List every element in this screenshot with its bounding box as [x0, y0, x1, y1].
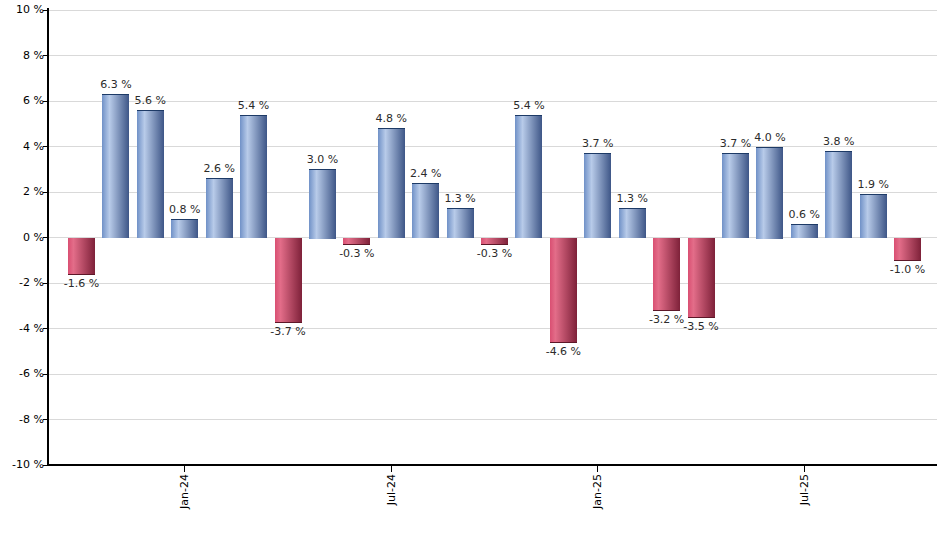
bar-positive: [171, 219, 198, 238]
bar-negative: [894, 238, 921, 262]
bar-positive: [756, 147, 783, 239]
y-axis-tick-label: -10 %: [0, 458, 44, 472]
x-axis-tick-label: Jul-24: [386, 474, 397, 505]
bar-value-label: -0.3 %: [325, 247, 389, 260]
bar-value-label: 4.8 %: [359, 112, 423, 125]
y-axis-line: [47, 8, 49, 466]
bar-positive: [206, 178, 233, 238]
bar-value-label: 3.8 %: [807, 135, 871, 148]
bar-positive: [137, 110, 164, 238]
y-axis-tick-label: 6 %: [0, 94, 44, 108]
bar-positive: [825, 151, 852, 238]
bar-positive: [240, 115, 267, 239]
x-axis-tick-label: Jul-25: [799, 474, 810, 505]
y-axis-tick-label: 8 %: [0, 49, 44, 63]
y-axis-tick-label: 4 %: [0, 140, 44, 154]
bar-positive: [791, 224, 818, 239]
gridline: [48, 419, 937, 420]
y-axis-tick-label: 10 %: [0, 3, 44, 17]
bar-value-label: 3.7 %: [566, 137, 630, 150]
bar-value-label: 4.0 %: [738, 131, 802, 144]
y-axis-tick-label: 0 %: [0, 231, 44, 245]
bar-positive: [378, 128, 405, 238]
bar-negative: [653, 238, 680, 312]
bar-positive: [722, 153, 749, 238]
bar-positive: [515, 115, 542, 239]
x-axis-tick: [597, 465, 598, 472]
bar-value-label: -1.0 %: [876, 263, 940, 276]
gridline: [48, 328, 937, 329]
y-axis-tick-label: -2 %: [0, 276, 44, 290]
y-axis-tick-label: -6 %: [0, 367, 44, 381]
gridline: [48, 192, 937, 193]
bar-negative: [481, 238, 508, 246]
bar-negative: [550, 238, 577, 344]
bar-negative: [275, 238, 302, 323]
bar-value-label: -3.7 %: [256, 325, 320, 338]
gridline: [48, 374, 937, 375]
bar-value-label: -1.6 %: [50, 277, 114, 290]
y-axis-tick-label: 2 %: [0, 185, 44, 199]
x-axis-tick-label: Jan-25: [592, 474, 603, 509]
bar-value-label: -0.3 %: [463, 247, 527, 260]
x-axis-tick-label: Jan-24: [179, 474, 190, 509]
bar-positive: [309, 169, 336, 238]
gridline: [48, 283, 937, 284]
x-axis-tick: [804, 465, 805, 472]
bar-positive: [619, 208, 646, 239]
bar-negative: [343, 238, 370, 246]
bar-value-label: -3.5 %: [669, 320, 733, 333]
bar-value-label: 6.3 %: [84, 78, 148, 91]
bar-value-label: 1.9 %: [841, 178, 905, 191]
bar-value-label: 3.0 %: [290, 153, 354, 166]
gridline: [48, 10, 937, 11]
bar-value-label: 2.4 %: [394, 167, 458, 180]
bar-value-label: 1.3 %: [600, 192, 664, 205]
bar-positive: [102, 94, 129, 238]
bar-positive: [447, 208, 474, 239]
monthly-returns-bar-chart: 10 % 8 % 6 % 4 % 2 % 0 % -2 % -4 % -6 % -8 % -10 %…: [0, 0, 940, 550]
bar-negative: [68, 238, 95, 275]
gridline: [48, 55, 937, 56]
bar-value-label: 5.4 %: [497, 99, 561, 112]
y-axis-tick-label: -4 %: [0, 322, 44, 336]
bar-value-label: 5.6 %: [118, 94, 182, 107]
bar-positive: [860, 194, 887, 238]
bar-value-label: -4.6 %: [531, 345, 595, 358]
bar-value-label: 5.4 %: [222, 99, 286, 112]
x-axis-tick: [184, 465, 185, 472]
y-axis-tick-label: -8 %: [0, 413, 44, 427]
bar-negative: [688, 238, 715, 319]
x-axis-tick: [391, 465, 392, 472]
gridline: [48, 146, 937, 147]
bar-value-label: 1.3 %: [428, 192, 492, 205]
